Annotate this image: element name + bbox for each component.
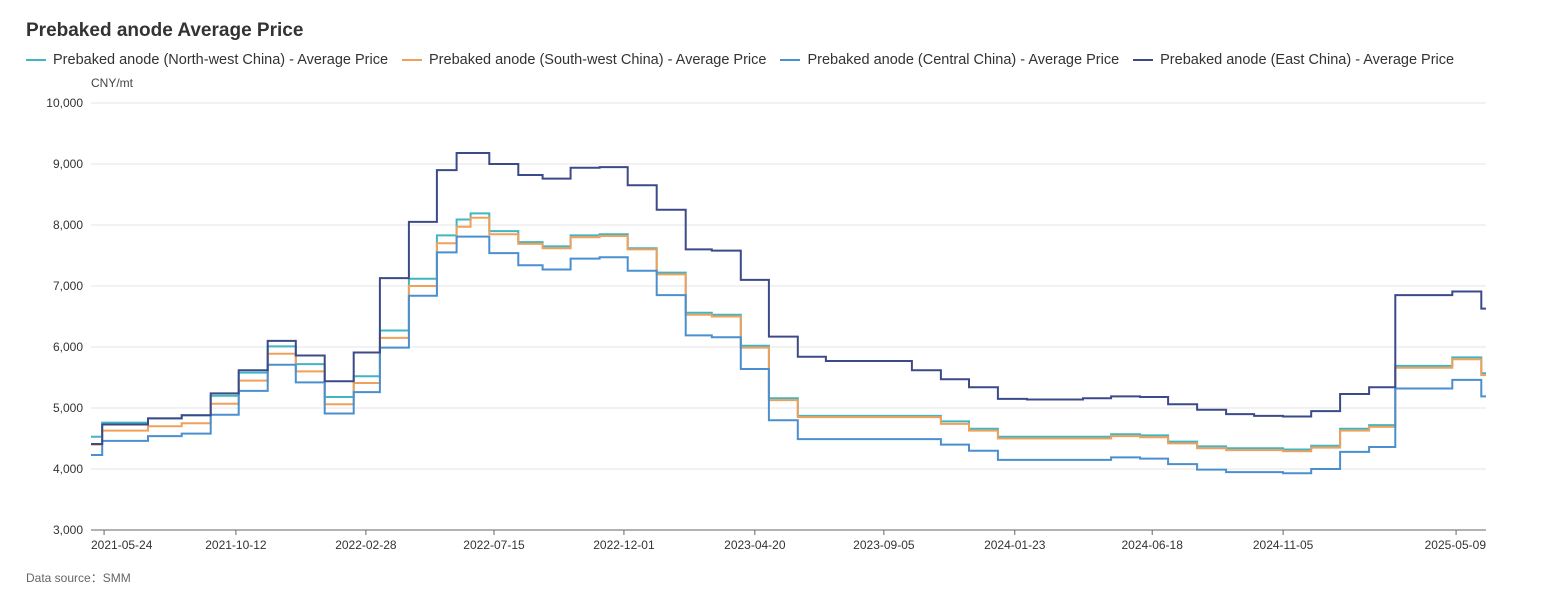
x-tick-label: 2021-10-12 <box>205 538 267 552</box>
legend-label-south-west: Prebaked anode (South-west China) - Aver… <box>429 52 767 68</box>
legend-item-north-west[interactable]: Prebaked anode (North-west China) - Aver… <box>26 52 388 68</box>
legend-item-central[interactable]: Prebaked anode (Central China) - Average… <box>780 52 1119 68</box>
grid-lines <box>91 102 1486 531</box>
legend-item-east[interactable]: Prebaked anode (East China) - Average Pr… <box>1133 52 1454 68</box>
y-tick-label: 9,000 <box>53 157 83 171</box>
legend-item-south-west[interactable]: Prebaked anode (South-west China) - Aver… <box>402 52 766 68</box>
legend-swatch-central <box>780 59 801 61</box>
y-axis: 3,000 4,000 5,000 6,000 7,000 8,000 9,000 10,00… <box>46 96 83 537</box>
legend-swatch-south-west <box>402 59 423 61</box>
x-tick-label: 2022-12-01 <box>593 538 655 552</box>
x-tick-label: 2023-09-05 <box>853 538 915 552</box>
x-tick-label: 2024-11-05 <box>1253 538 1314 552</box>
x-tick-label: 2023-04-20 <box>724 538 786 552</box>
x-axis: 2021-05-24 2021-10-12 2022-02-28 2022-07-15… <box>91 530 1486 552</box>
series-line-3 <box>91 152 1486 445</box>
legend-label-central: Prebaked anode (Central China) - Average… <box>807 52 1120 68</box>
y-axis-unit: CNY/mt <box>91 76 133 90</box>
series-line-2 <box>91 235 1486 475</box>
y-tick-label: 5,000 <box>53 401 83 415</box>
data-source: Data source：SMM <box>26 571 131 585</box>
x-tick-label: 2024-06-18 <box>1122 538 1184 552</box>
legend-swatch-north-west <box>26 59 46 61</box>
legend: Prebaked anode (North-west China) - Aver… <box>26 52 1454 68</box>
series-lines <box>91 152 1486 475</box>
legend-label-east: Prebaked anode (East China) - Average Pr… <box>1160 52 1455 68</box>
y-tick-label: 8,000 <box>53 218 83 232</box>
y-tick-label: 6,000 <box>53 340 83 354</box>
x-tick-label: 2025-05-09 <box>1425 538 1487 552</box>
y-tick-label: 7,000 <box>53 279 83 293</box>
y-tick-label: 3,000 <box>53 523 83 537</box>
legend-label-north-west: Prebaked anode (North-west China) - Aver… <box>53 52 389 68</box>
x-tick-label: 2022-07-15 <box>463 538 525 552</box>
y-tick-label: 10,000 <box>46 96 83 110</box>
series-line-0 <box>91 212 1486 451</box>
chart-title: Prebaked anode Average Price <box>26 20 304 41</box>
x-tick-label: 2024-01-23 <box>984 538 1046 552</box>
x-tick-label: 2022-02-28 <box>335 538 397 552</box>
series-line-1 <box>91 216 1486 453</box>
x-tick-label: 2021-05-24 <box>91 538 153 552</box>
y-tick-label: 4,000 <box>53 462 83 476</box>
legend-swatch-east <box>1133 59 1154 61</box>
